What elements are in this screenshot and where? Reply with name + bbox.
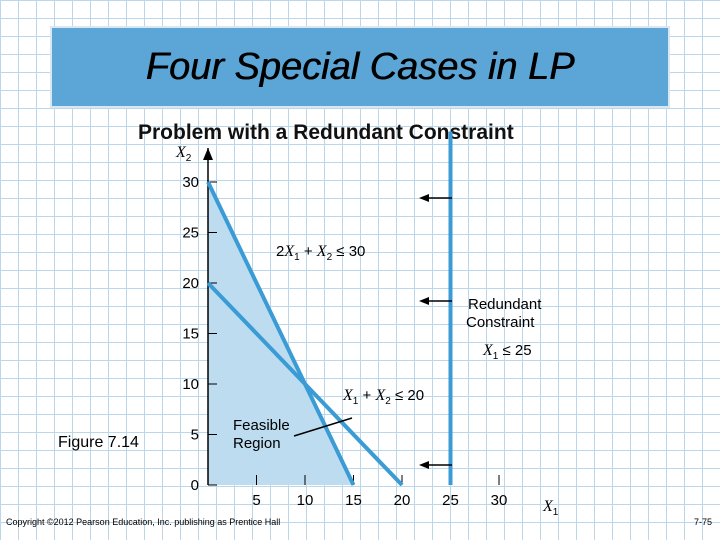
y-axis-label: X2 [175,144,192,164]
feasible-leader-line [293,417,353,437]
y-tick-label: 30 [182,174,199,191]
x-tick-label: 10 [297,492,314,509]
pointer-arrow-head [419,297,429,305]
y-tick-label: 10 [182,376,199,393]
x-tick-label: 20 [394,492,411,509]
y-tick-label: 25 [182,225,199,242]
x-tick-label: 15 [345,492,362,509]
page-number: 7-75 [693,517,712,527]
y-tick-label: 0 [191,477,199,494]
x-tick-label: 5 [252,492,260,509]
feasible-label-line2: Region [233,435,281,452]
y-tick-label: 15 [182,326,199,343]
title-banner: Four Special Cases in LP [50,26,670,108]
slide-title: Four Special Cases in LP [145,45,575,88]
constraint-line-2x1-x2-30 [206,181,356,486]
x-axis-label: X1 [542,498,559,518]
x-tick-label: 30 [491,492,508,509]
constraint-label-x1-x2-20: X1 + X2 ≤ 20 [342,387,424,407]
slide-subtitle: Problem with a Redundant Constraint [138,121,514,144]
pointer-arrow-head [419,194,429,202]
x-tick-label: 25 [442,492,459,509]
redundant-label-line1: Redundant [468,296,542,313]
figure-label: Figure 7.14 [58,434,139,451]
constraint-line-x1-x2-20 [206,281,404,487]
constraint-label-2x1-x2-30: 2X1 + X2 ≤ 30 [276,243,365,263]
pointer-arrow-head [419,461,429,469]
constraint-label-x1-25: X1 ≤ 25 [482,342,532,362]
y-axis-arrow [203,148,213,160]
copyright-notice: Copyright ©2012 Pearson Education, Inc. … [6,517,281,527]
y-tick-label: 5 [191,427,199,444]
y-tick-label: 20 [182,275,199,292]
feasible-label-line1: Feasible [233,417,290,434]
redundant-label-line2: Constraint [466,314,535,331]
